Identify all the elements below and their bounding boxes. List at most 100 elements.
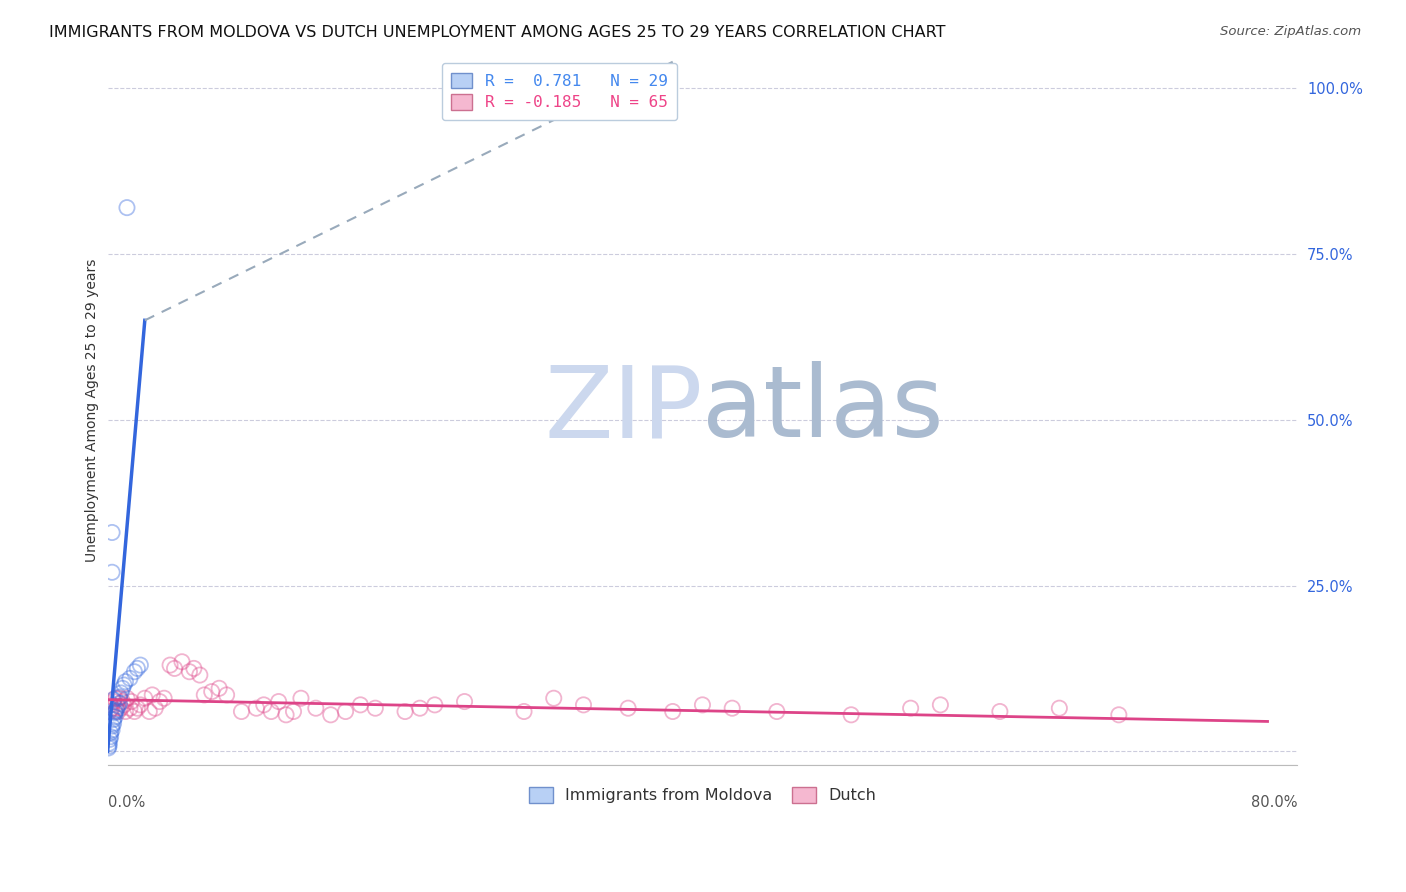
Point	[118, 671, 141, 685]
Point	[335, 705, 357, 719]
Point	[149, 695, 172, 709]
Point	[101, 719, 124, 733]
Point	[134, 691, 156, 706]
Point	[231, 705, 253, 719]
Point	[115, 691, 138, 706]
Point	[364, 701, 387, 715]
Point	[721, 701, 744, 715]
Point	[159, 658, 181, 673]
Point	[692, 698, 714, 712]
Text: ZIP: ZIP	[544, 361, 703, 458]
Point	[108, 690, 131, 704]
Point	[1047, 701, 1070, 715]
Point	[283, 705, 305, 719]
Point	[929, 698, 952, 712]
Point	[112, 698, 135, 712]
Y-axis label: Unemployment Among Ages 25 to 29 years: Unemployment Among Ages 25 to 29 years	[86, 258, 100, 562]
Point	[104, 706, 127, 720]
Point	[138, 705, 160, 719]
Point	[105, 703, 128, 717]
Point	[104, 710, 127, 724]
Point	[215, 688, 238, 702]
Text: 0.0%: 0.0%	[108, 795, 145, 810]
Text: 80.0%: 80.0%	[1251, 795, 1298, 810]
Point	[1108, 707, 1130, 722]
Point	[107, 705, 129, 719]
Point	[900, 701, 922, 715]
Point	[183, 661, 205, 675]
Point	[101, 701, 124, 715]
Point	[103, 716, 125, 731]
Point	[107, 699, 129, 714]
Point	[110, 686, 132, 700]
Point	[305, 701, 328, 715]
Point	[839, 707, 862, 722]
Point	[101, 525, 124, 540]
Point	[453, 695, 475, 709]
Point	[124, 665, 146, 679]
Text: atlas: atlas	[703, 361, 943, 458]
Point	[765, 705, 787, 719]
Point	[104, 691, 127, 706]
Point	[98, 732, 121, 747]
Point	[124, 705, 146, 719]
Point	[253, 698, 276, 712]
Point	[290, 691, 312, 706]
Point	[97, 741, 120, 756]
Point	[120, 695, 142, 709]
Point	[260, 705, 283, 719]
Point	[572, 698, 595, 712]
Point	[141, 688, 163, 702]
Point	[111, 681, 134, 696]
Point	[208, 681, 231, 696]
Legend: Immigrants from Moldova, Dutch: Immigrants from Moldova, Dutch	[522, 780, 883, 810]
Point	[543, 691, 565, 706]
Point	[100, 730, 122, 744]
Point	[267, 695, 290, 709]
Point	[114, 674, 136, 689]
Point	[100, 725, 122, 739]
Point	[103, 695, 125, 709]
Point	[108, 697, 131, 711]
Point	[988, 705, 1011, 719]
Point	[163, 661, 186, 675]
Point	[111, 695, 134, 709]
Point	[188, 668, 211, 682]
Point	[193, 688, 215, 702]
Point	[118, 701, 141, 715]
Point	[127, 661, 149, 675]
Point	[274, 707, 297, 722]
Point	[349, 698, 371, 712]
Point	[201, 684, 224, 698]
Point	[319, 707, 342, 722]
Point	[105, 701, 128, 715]
Text: IMMIGRANTS FROM MOLDOVA VS DUTCH UNEMPLOYMENT AMONG AGES 25 TO 29 YEARS CORRELAT: IMMIGRANTS FROM MOLDOVA VS DUTCH UNEMPLO…	[49, 25, 946, 40]
Point	[98, 736, 121, 750]
Point	[143, 701, 166, 715]
Point	[409, 701, 432, 715]
Point	[100, 698, 122, 712]
Point	[394, 705, 416, 719]
Point	[115, 201, 138, 215]
Point	[103, 713, 125, 727]
Point	[110, 701, 132, 715]
Point	[104, 705, 127, 719]
Text: Source: ZipAtlas.com: Source: ZipAtlas.com	[1220, 25, 1361, 38]
Point	[101, 566, 124, 580]
Point	[108, 691, 131, 706]
Point	[103, 692, 125, 706]
Point	[170, 655, 193, 669]
Point	[101, 723, 124, 737]
Point	[114, 705, 136, 719]
Point	[245, 701, 267, 715]
Point	[129, 698, 152, 712]
Point	[127, 701, 149, 715]
Point	[423, 698, 446, 712]
Point	[98, 739, 121, 753]
Point	[112, 678, 135, 692]
Point	[513, 705, 536, 719]
Point	[179, 665, 201, 679]
Point	[661, 705, 683, 719]
Point	[153, 691, 176, 706]
Point	[98, 705, 121, 719]
